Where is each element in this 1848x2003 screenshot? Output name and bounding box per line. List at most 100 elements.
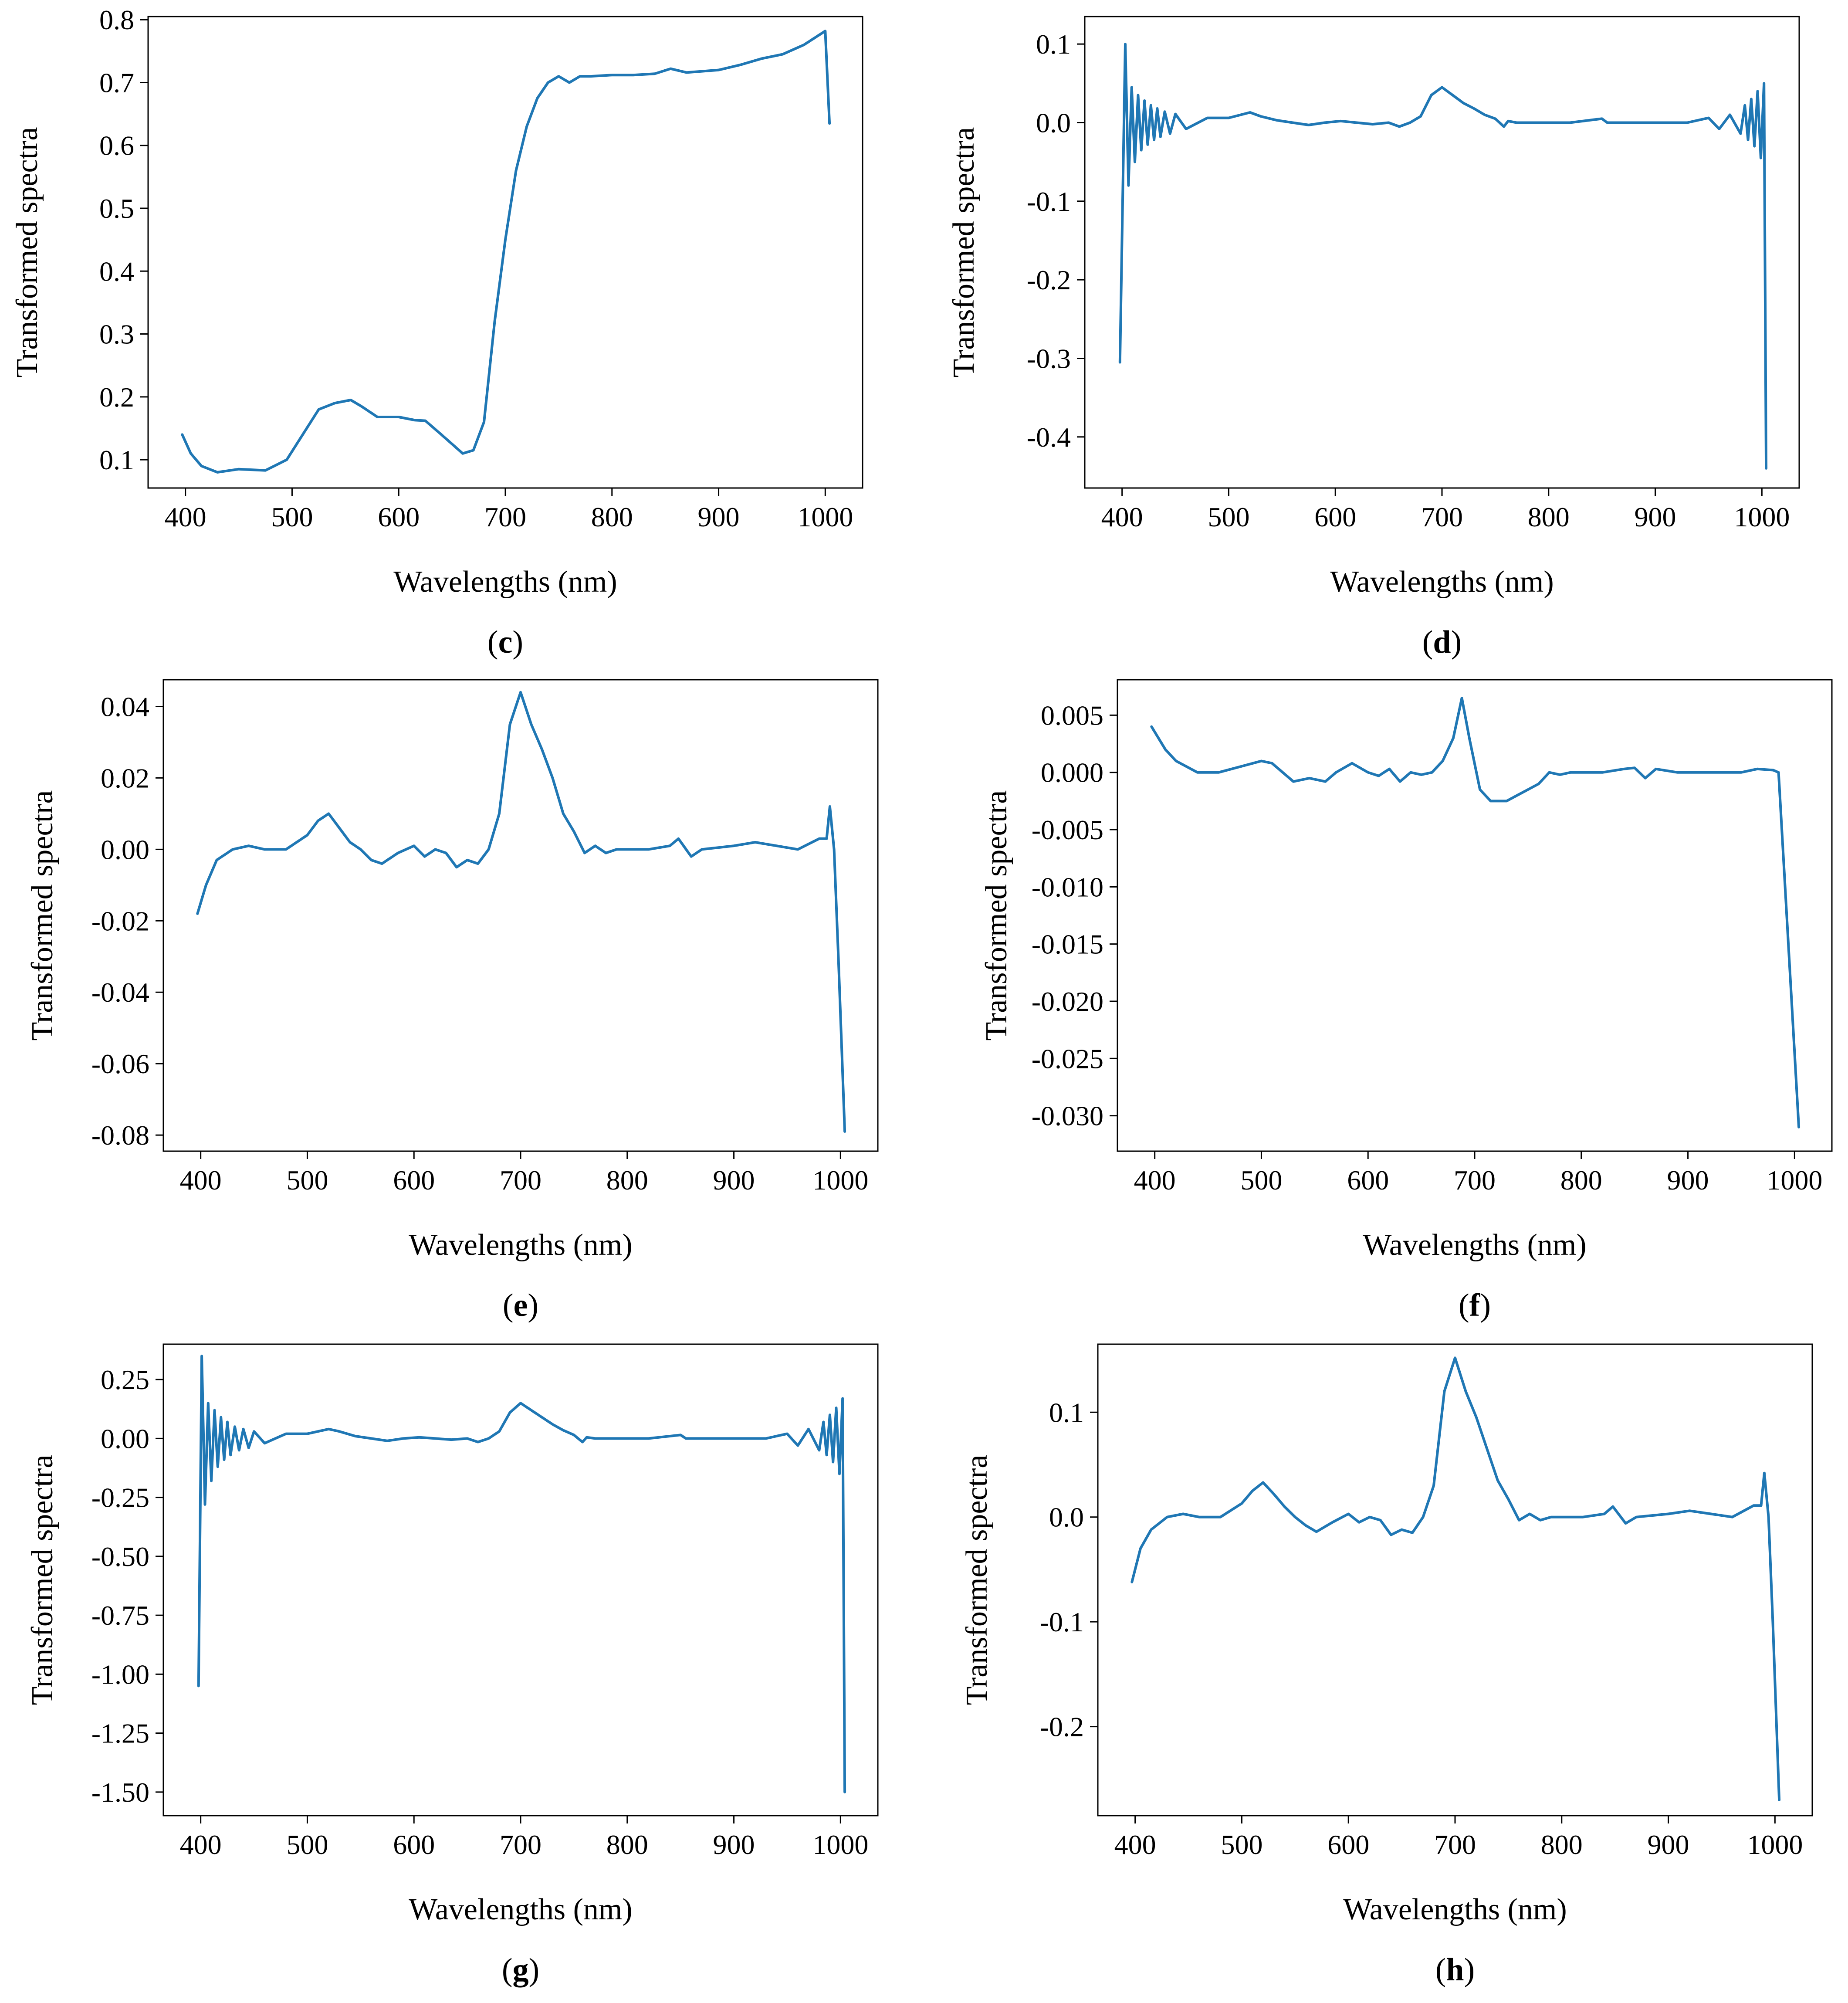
series-line: [1150, 697, 1801, 1129]
x-tick-label: 400: [165, 502, 206, 532]
y-tick-label: 0.000: [1041, 757, 1103, 788]
x-axis-label: Wavelengths (nm): [409, 1228, 632, 1262]
x-axis-label: Wavelengths (nm): [409, 1893, 632, 1926]
y-tick-label: -0.2: [1027, 264, 1071, 295]
y-tick-label: 0.3: [99, 319, 134, 350]
y-tick-label: 0.0: [1049, 1502, 1084, 1533]
x-tick-label: 900: [1648, 1829, 1689, 1860]
y-tick-label: -0.06: [91, 1048, 149, 1079]
x-tick-label: 400: [1114, 1829, 1156, 1860]
x-tick-label: 1000: [1734, 502, 1790, 532]
x-tick-label: 1000: [1747, 1829, 1803, 1860]
x-tick-label: 1000: [812, 1829, 868, 1860]
series-line: [196, 691, 846, 1133]
y-tick-label: -0.4: [1027, 422, 1071, 453]
y-tick-label: -0.005: [1032, 814, 1103, 845]
x-tick-label: 600: [393, 1165, 435, 1196]
x-tick-label: 900: [1635, 502, 1676, 532]
y-tick-label: 0.0: [1036, 107, 1071, 138]
y-tick-label: 0.1: [1036, 29, 1071, 60]
panel-caption: (g): [502, 1952, 539, 1988]
y-tick-label: 0.7: [99, 67, 134, 98]
x-tick-label: 900: [713, 1829, 755, 1860]
x-tick-label: 500: [271, 502, 313, 532]
y-tick-label: -0.3: [1027, 343, 1071, 374]
y-tick-label: -0.020: [1032, 986, 1103, 1017]
y-tick-label: 0.25: [101, 1364, 149, 1395]
x-tick-label: 500: [286, 1829, 328, 1860]
y-tick-label: 0.8: [99, 4, 134, 35]
x-tick-label: 800: [1528, 502, 1570, 532]
chart-panel-g: 400 500 600 700 800 900 1000 0.25 0.00 -0.25 -0.50…: [26, 1343, 879, 1988]
x-tick-label: 700: [500, 1165, 542, 1196]
x-tick-label: 400: [1134, 1165, 1176, 1196]
y-axis-label: Transformed spectra: [26, 1455, 59, 1705]
x-tick-label: 700: [1434, 1829, 1476, 1860]
y-tick-label: -1.25: [91, 1718, 149, 1749]
x-tick-label: 700: [1454, 1165, 1496, 1196]
y-tick-label: -0.2: [1040, 1712, 1084, 1742]
panel-caption: (d): [1422, 624, 1462, 660]
x-tick-label: 500: [1221, 1829, 1262, 1860]
x-tick-label: 700: [500, 1829, 542, 1860]
y-tick-label: -0.04: [91, 977, 149, 1008]
x-tick-label: 500: [286, 1165, 328, 1196]
panel-caption: (h): [1435, 1952, 1475, 1988]
chart-panel-e: 400 500 600 700 800 900 1000 0.04 0.02 0.00 -0.02 -…: [26, 679, 879, 1323]
y-tick-label: 0.5: [99, 193, 134, 224]
x-tick-label: 600: [1314, 502, 1356, 532]
series-line: [1130, 1356, 1781, 1801]
x-tick-label: 900: [1667, 1165, 1709, 1196]
x-tick-label: 400: [180, 1165, 222, 1196]
x-tick-label: 400: [1101, 502, 1143, 532]
y-tick-label: -0.025: [1032, 1043, 1103, 1074]
y-tick-label: -0.75: [91, 1600, 149, 1631]
y-tick-label: 0.00: [101, 834, 149, 865]
x-tick-label: 700: [484, 502, 526, 532]
x-tick-label: 600: [378, 502, 420, 532]
y-tick-label: -0.08: [91, 1120, 149, 1151]
y-axis-label: Transformed spectra: [980, 790, 1013, 1041]
chart-panel-f: 400 500 600 700 800 900 1000 0.005 0.000 -0.005 -0…: [980, 679, 1833, 1323]
x-axis-label: Wavelengths (nm): [393, 565, 617, 599]
y-tick-label: -0.010: [1032, 871, 1103, 902]
y-tick-label: -0.030: [1032, 1101, 1103, 1132]
y-tick-label: -0.02: [91, 905, 149, 936]
x-tick-label: 700: [1421, 502, 1463, 532]
panel-caption: (f): [1459, 1288, 1491, 1323]
y-tick-label: -0.1: [1040, 1606, 1084, 1637]
x-tick-label: 900: [698, 502, 740, 532]
x-tick-label: 600: [1327, 1829, 1369, 1860]
x-tick-label: 800: [606, 1165, 648, 1196]
chart-panel-h: 400 500 600 700 800 900 1000 0.1 0.0 -0.1 -0.2 Wave…: [960, 1343, 1813, 1988]
y-axis-label: Transformed spectra: [26, 790, 59, 1041]
x-tick-label: 400: [180, 1829, 222, 1860]
y-axis-label: Transformed spectra: [947, 127, 981, 378]
series-line: [181, 30, 831, 474]
x-tick-label: 900: [713, 1165, 755, 1196]
y-tick-label: 0.1: [1049, 1397, 1084, 1428]
x-axis-label: Wavelengths (nm): [1363, 1228, 1586, 1262]
y-tick-label: -1.50: [91, 1777, 149, 1808]
chart-panel-d: 400 500 600 700 800 900 1000 0.1 0.0 -0.1 -0.2 -0.3…: [947, 16, 1800, 660]
y-tick-label: -0.015: [1032, 929, 1103, 960]
y-tick-label: 0.6: [99, 130, 134, 161]
series-line: [197, 1355, 846, 1793]
y-tick-label: -0.50: [91, 1541, 149, 1572]
y-tick-label: 0.4: [99, 256, 134, 287]
x-tick-label: 800: [591, 502, 633, 532]
y-tick-label: 0.02: [101, 763, 149, 793]
x-tick-label: 600: [393, 1829, 435, 1860]
x-axis-label: Wavelengths (nm): [1330, 565, 1554, 599]
series-line: [1118, 43, 1768, 470]
x-tick-label: 800: [606, 1829, 648, 1860]
x-tick-label: 800: [1560, 1165, 1602, 1196]
panel-caption: (e): [503, 1288, 538, 1323]
y-tick-label: 0.04: [101, 691, 149, 722]
x-tick-label: 600: [1347, 1165, 1389, 1196]
y-tick-label: 0.005: [1041, 700, 1103, 731]
y-tick-label: -1.00: [91, 1659, 149, 1690]
y-tick-label: 0.1: [99, 444, 134, 475]
